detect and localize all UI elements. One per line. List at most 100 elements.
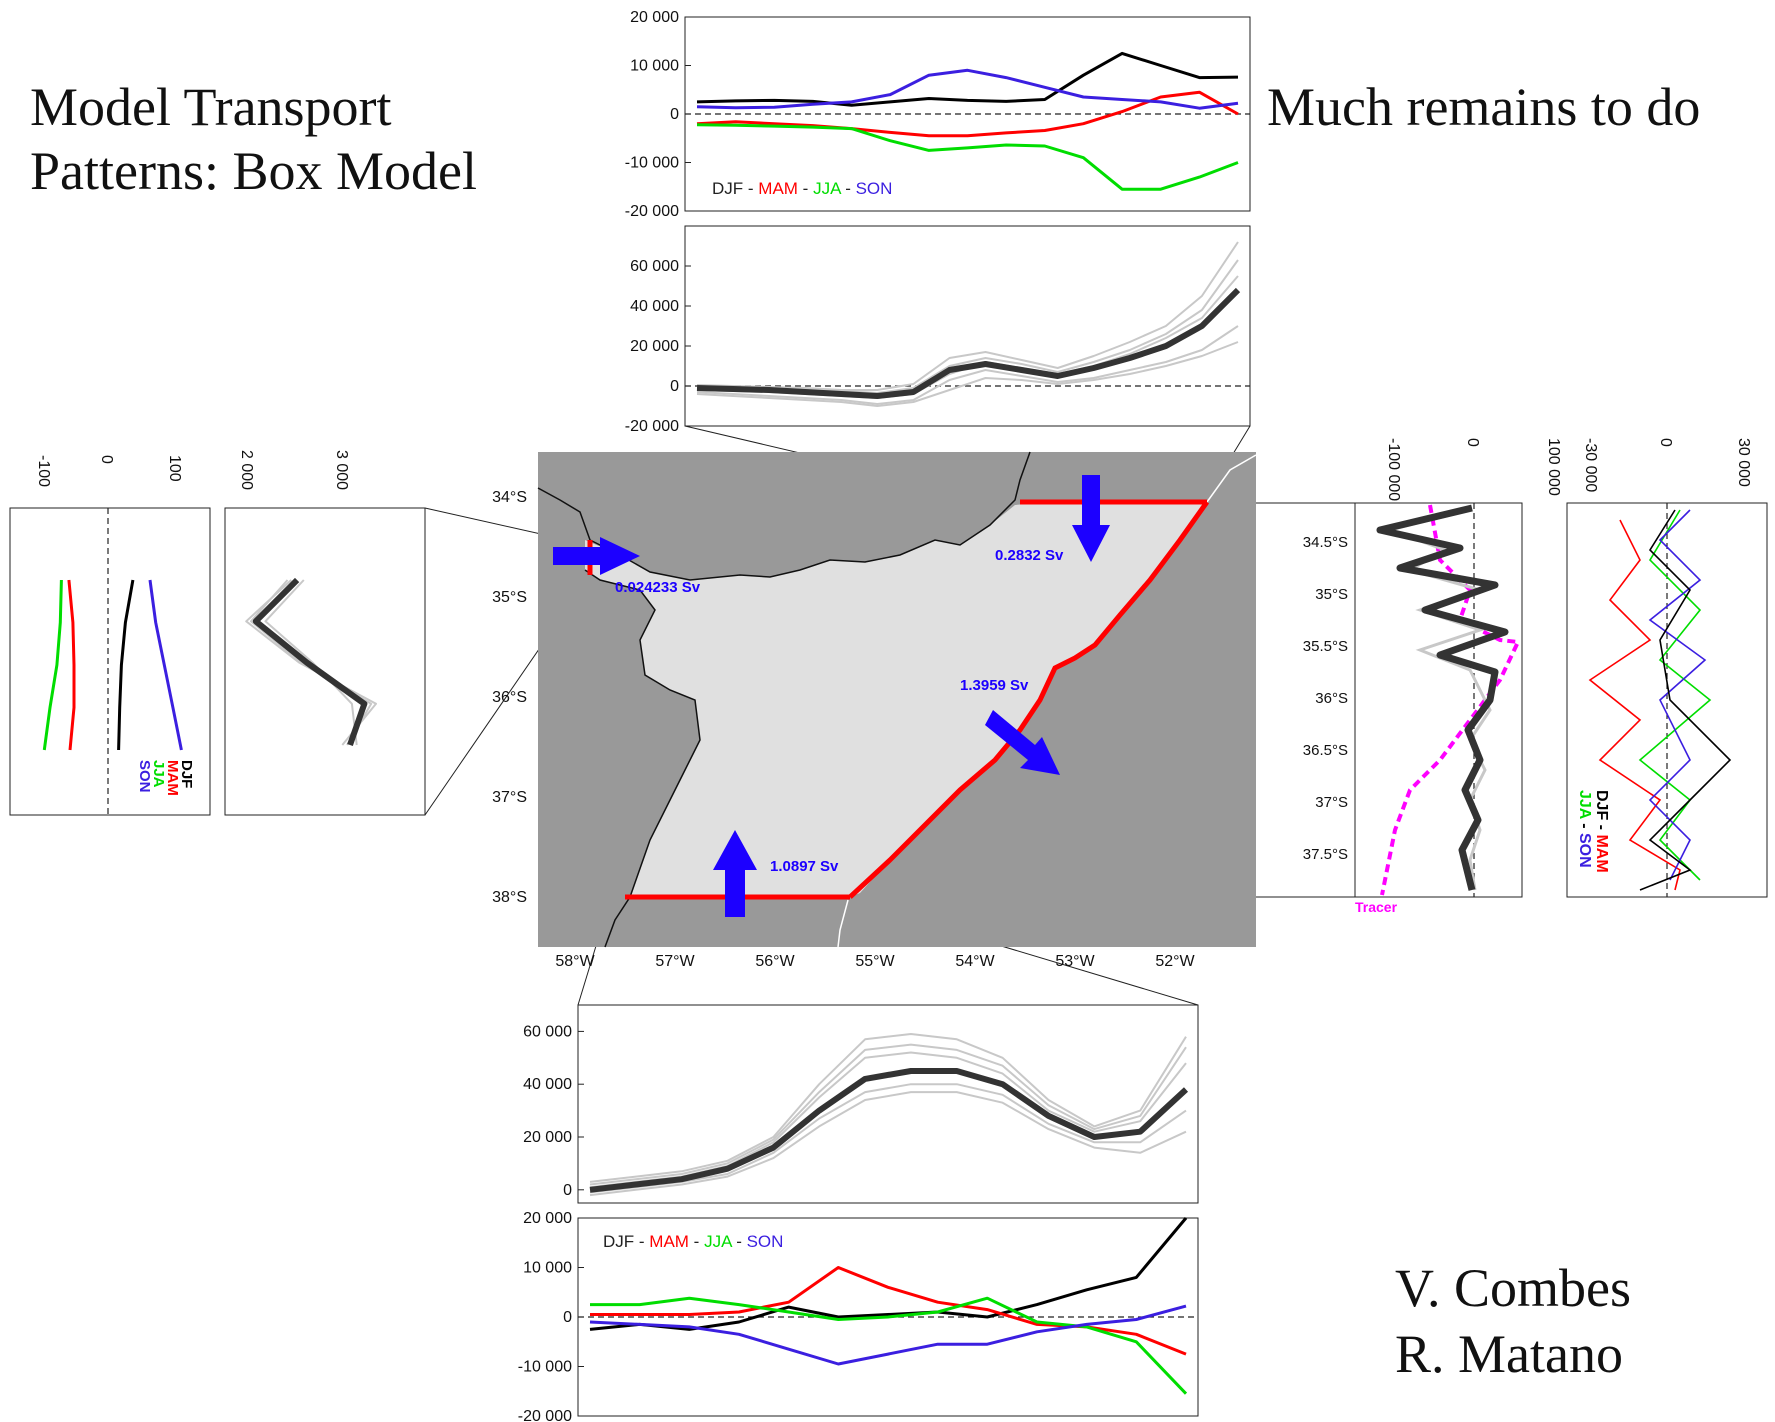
- ensemble-mean: [589, 1068, 1189, 1193]
- left-ensemble-x-ticks: 2 000 3 000: [238, 450, 350, 490]
- series-SON: [696, 68, 1239, 110]
- map-border-line: [837, 454, 1257, 948]
- flow-label-south: 1.0897 Sv: [770, 858, 839, 875]
- svg-text:JJA: JJA: [150, 760, 167, 788]
- lon-tick-label: 55°W: [855, 953, 895, 970]
- x-tick-label: 0: [1657, 438, 1674, 447]
- title-line-1: Model Transport: [30, 77, 392, 137]
- ensemble-member-2: [264, 579, 358, 746]
- y-tick-label: -10 000: [518, 1359, 572, 1376]
- flow-arrows: [553, 475, 1110, 917]
- right-ensemble-x-ticks: -100 000 0 100 000: [1385, 438, 1562, 501]
- legend-son: SON: [856, 179, 893, 198]
- y-tick-label: 40 000: [630, 298, 679, 315]
- top-seasonal-y-ticks: 20 000 10 000 0 -10 000 -20 000: [625, 9, 691, 220]
- flow-label-east: 1.3959 Sv: [960, 677, 1029, 694]
- right-ensemble-series: Tracer: [1355, 504, 1522, 915]
- author-1: V. Combes: [1395, 1258, 1632, 1318]
- ensemble-member-5: [589, 1043, 1187, 1186]
- author-2: R. Matano: [1395, 1324, 1623, 1384]
- ensemble-member-3: [250, 579, 373, 746]
- left-ensemble-frame: [224, 507, 426, 816]
- mean-profile: [1376, 504, 1509, 891]
- title-line-2: Patterns: Box Model: [30, 141, 477, 201]
- y-tick-label: 60 000: [630, 258, 679, 275]
- lat-tick-label: 38°S: [492, 889, 527, 906]
- svg-text:JJA - SON: JJA - SON: [1576, 790, 1593, 868]
- authors: V. Combes R. Matano: [1395, 1255, 1631, 1387]
- y-tick-label: 10 000: [630, 58, 679, 75]
- slide-title: Model Transport Patterns: Box Model: [30, 75, 590, 203]
- lat-tick-label: 36.5°S: [1303, 742, 1348, 759]
- x-tick-label: -100 000: [1385, 438, 1402, 501]
- y-tick-label: 0: [563, 1182, 572, 1199]
- ensemble-mean: [252, 577, 368, 746]
- x-tick-label: 30 000: [1735, 438, 1752, 487]
- lat-tick-label: 34°S: [492, 489, 527, 506]
- x-tick-label: 0: [1464, 438, 1481, 447]
- arrow-west-inflow: [553, 537, 640, 575]
- x-tick-label: 0: [98, 455, 115, 464]
- series-DJF: [696, 51, 1239, 107]
- lat-tick-label: 35.5°S: [1303, 638, 1348, 655]
- flow-label-north: 0.2832 Sv: [995, 547, 1064, 564]
- left-ensemble-series: [245, 577, 377, 746]
- legend-mam: MAM: [649, 1232, 689, 1251]
- arrow-east-outflow: [985, 710, 1060, 775]
- right-seasonal-legend: DJF - MAM JJA - SON: [1576, 790, 1610, 873]
- bottom-ensemble-series: [589, 1033, 1189, 1197]
- ensemble-member-1: [589, 1033, 1187, 1183]
- x-tick-label: 100: [166, 455, 183, 482]
- lat-tick-label: 34.5°S: [1303, 534, 1348, 551]
- series-DJF: [589, 1217, 1188, 1331]
- right-ensemble-y-ticks: 34.5°S 35°S 35.5°S 36°S 36.5°S 37°S 37.5°S: [1303, 534, 1348, 863]
- y-tick-label: 20 000: [630, 338, 679, 355]
- map: [537, 451, 1257, 948]
- top-seasonal-series: [696, 51, 1239, 191]
- series-JJA: [1638, 509, 1712, 881]
- series-JJA: [696, 123, 1239, 191]
- ensemble-member-5: [696, 341, 1239, 407]
- series-MAM: [1588, 519, 1681, 891]
- bottom-seasonal-legend: DJF - MAM - JJA - SON: [603, 1232, 783, 1251]
- lat-tick-label: 36°S: [492, 689, 527, 706]
- left-seasonal-legend: DJF MAM JJA SON: [136, 760, 195, 796]
- y-tick-label: 40 000: [523, 1076, 572, 1093]
- series-JJA: [590, 1296, 1188, 1395]
- bottom-seasonal-y-ticks: 20 000 10 000 0 -10 000 -20 000: [518, 1210, 584, 1422]
- x-tick-label: 3 000: [333, 450, 350, 490]
- lon-tick-label: 56°W: [755, 953, 795, 970]
- y-tick-label: -20 000: [518, 1408, 572, 1422]
- x-tick-label: 2 000: [238, 450, 255, 490]
- map-coastline-west: [584, 569, 701, 948]
- left-seasonal-series: [42, 579, 183, 751]
- svg-text:DJF - MAM: DJF - MAM: [1593, 790, 1610, 873]
- y-tick-label: 20 000: [630, 9, 679, 26]
- legend-son: SON: [747, 1232, 784, 1251]
- series-SON: [589, 1304, 1187, 1366]
- map-latitude-ticks: 34°S 35°S 36°S 37°S 38°S: [492, 489, 527, 906]
- lat-tick-label: 37.5°S: [1303, 846, 1348, 863]
- svg-text:SON: SON: [136, 760, 153, 793]
- y-tick-label: -20 000: [625, 203, 679, 220]
- x-tick-label: 100 000: [1545, 438, 1562, 496]
- map-longitude-ticks: 58°W 57°W 56°W 55°W 54°W 53°W 52°W: [555, 953, 1195, 970]
- y-tick-label: 10 000: [523, 1260, 572, 1277]
- ensemble-member-1: [245, 579, 377, 746]
- bottom-ensemble-y-ticks: 60 000 40 000 20 000 0: [523, 1023, 584, 1199]
- svg-text:DJF: DJF: [178, 760, 195, 788]
- legend-djf: DJF: [603, 1232, 634, 1251]
- lat-tick-label: 37°S: [492, 789, 527, 806]
- ensemble-mean: [696, 287, 1241, 399]
- ensemble-member-1: [696, 325, 1239, 405]
- top-ensemble-y-ticks: 60 000 40 000 20 000 0 -20 000: [625, 258, 691, 435]
- lon-tick-label: 53°W: [1055, 953, 1095, 970]
- y-tick-label: 0: [670, 106, 679, 123]
- legend-mam: MAM: [758, 179, 798, 198]
- y-tick-label: 20 000: [523, 1210, 572, 1227]
- y-tick-label: -20 000: [625, 418, 679, 435]
- legend-djf: DJF: [712, 179, 743, 198]
- top-ensemble-series: [696, 241, 1241, 407]
